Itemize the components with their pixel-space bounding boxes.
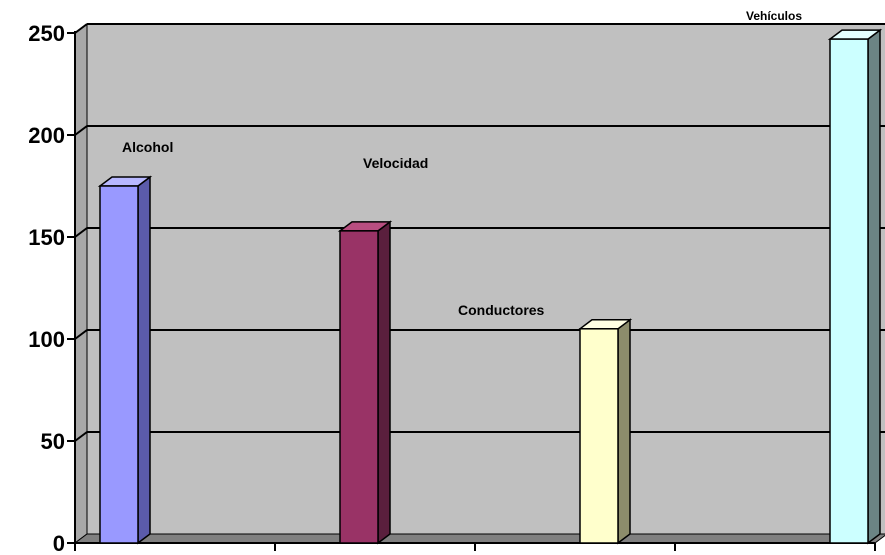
bar-front: [579, 328, 619, 544]
bar-side: [377, 220, 391, 545]
y-tick-label: 50: [41, 429, 65, 454]
bar-velocidad: [337, 220, 393, 545]
bars: [97, 28, 883, 545]
y-tick-label: 100: [28, 327, 65, 352]
plot-area: [73, 23, 885, 544]
bar-front: [99, 185, 139, 544]
bar-front: [339, 230, 379, 544]
gridline-side: [74, 329, 88, 340]
bar-side: [867, 28, 881, 545]
bar-side: [137, 175, 151, 545]
data-label-vehículos: Vehículos: [746, 9, 802, 23]
y-tick-label: 150: [28, 225, 65, 250]
side-wall: [74, 23, 88, 544]
data-label-alcohol: Alcohol: [122, 139, 173, 155]
bar-vehículos: [827, 28, 883, 545]
y-tick-label: 200: [28, 123, 65, 148]
data-label-conductores: Conductores: [458, 302, 545, 318]
data-labels: Alcohol Velocidad Conductores Vehículos: [122, 9, 802, 318]
data-label-velocidad: Velocidad: [363, 155, 428, 171]
bar-alcohol: [97, 175, 153, 545]
y-tick-label: 250: [28, 21, 65, 46]
gridline-side: [74, 23, 88, 34]
bar-side: [617, 318, 631, 545]
y-tick-label: 0: [53, 531, 65, 555]
gridline-side: [74, 431, 88, 442]
back-wall: [86, 23, 885, 535]
axes: [67, 31, 876, 551]
gridlines: [74, 23, 885, 442]
y-axis-ticks: 0 50 100 150 200 250: [28, 21, 65, 555]
gridline-side: [74, 227, 88, 238]
bar-front: [829, 38, 869, 544]
gridline-side: [74, 125, 88, 136]
floor: [73, 533, 885, 544]
bar-conductores: [577, 318, 633, 545]
